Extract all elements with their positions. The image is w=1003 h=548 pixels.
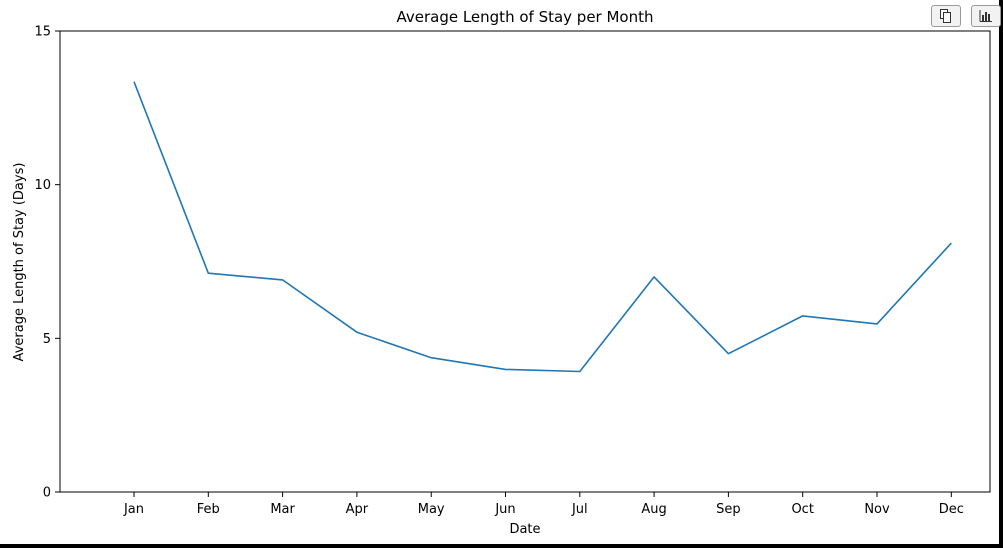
x-tick-label: Mar [270,502,295,517]
x-tick-label: Aug [641,502,666,517]
y-axis-label: Average Length of Stay (Days) [12,163,27,362]
y-tick-label: 10 [34,178,51,193]
y-tick-label: 0 [43,486,51,501]
x-tick-label: May [418,502,445,517]
bar-chart-icon [979,10,992,22]
x-tick-label: Sep [716,502,741,517]
x-tick-label: Jan [123,502,144,517]
copy-button[interactable] [931,5,961,27]
x-tick-label: Apr [346,502,369,517]
x-tick-label: Feb [197,502,220,517]
x-axis-label: Date [509,522,540,537]
series-line [133,81,952,373]
x-tick-label: Jul [571,502,588,517]
plot-area: 0 5 10 15 Jan Feb Mar Apr May Jun Jul Aug Sep Oct Nov D… [34,25,991,517]
chart-view-button[interactable] [971,5,1001,27]
x-tick-label: Dec [939,502,964,517]
x-tick-label: Nov [864,502,890,517]
y-tick-label: 5 [43,332,51,347]
axes-frame [59,30,991,493]
x-tick-label: Oct [791,502,813,517]
copy-icon [940,9,951,23]
y-tick-label: 15 [34,25,51,40]
chart-title: Average Length of Stay per Month [396,8,653,26]
x-tick-label: Jun [494,502,515,517]
